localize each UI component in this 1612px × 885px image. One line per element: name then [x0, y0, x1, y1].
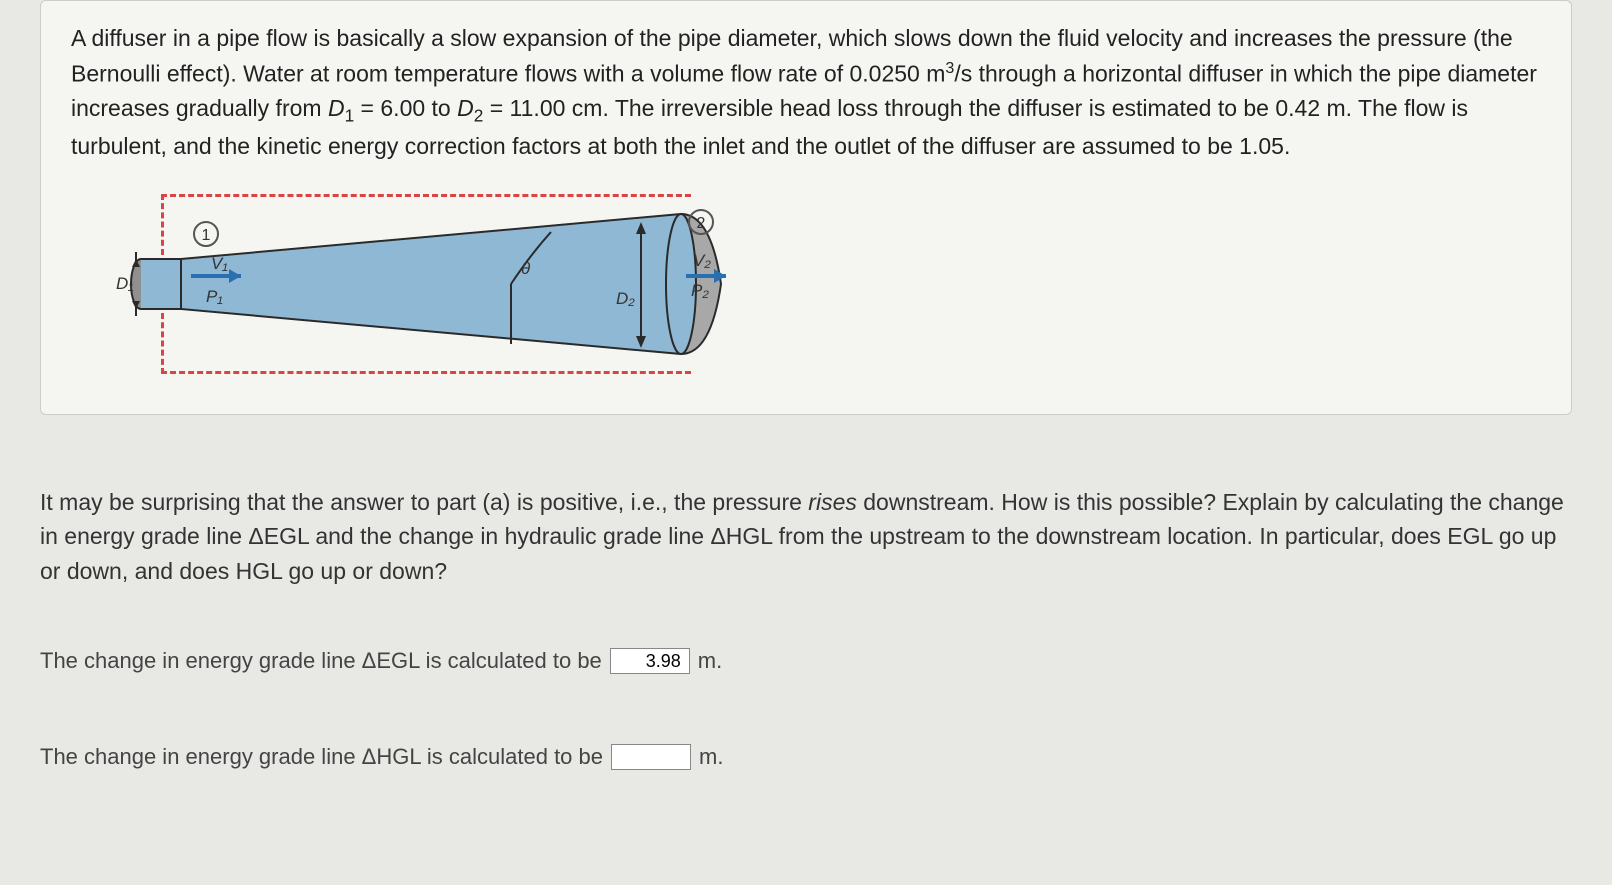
v2-label: V₂	[693, 251, 711, 270]
followup-section: It may be surprising that the answer to …	[0, 455, 1612, 871]
marker-1-label: 1	[202, 227, 211, 244]
d1-label: D₁	[116, 274, 134, 293]
var-d2: D	[457, 95, 474, 121]
diffuser-svg: 1 2 D₁ V₁ P₁ θ D₂ V₂ P₂	[111, 184, 791, 384]
problem-text-3: = 6.00 to	[354, 95, 457, 121]
rises-word: rises	[808, 489, 857, 515]
sub-d2: 2	[474, 105, 484, 125]
explanation-text: It may be surprising that the answer to …	[40, 485, 1572, 589]
v1-label: V₁	[211, 254, 228, 273]
hgl-input[interactable]	[611, 744, 691, 770]
egl-answer-line: The change in energy grade line ΔEGL is …	[40, 648, 1572, 674]
egl-input[interactable]	[610, 648, 690, 674]
p1-label: P₁	[206, 287, 223, 306]
problem-statement: A diffuser in a pipe flow is basically a…	[71, 21, 1541, 164]
question-box: A diffuser in a pipe flow is basically a…	[40, 0, 1572, 415]
p2-label: P₂	[691, 281, 709, 300]
egl-unit: m.	[698, 648, 722, 674]
hgl-unit: m.	[699, 744, 723, 770]
d2-label: D₂	[616, 289, 635, 308]
var-d1: D	[328, 95, 345, 121]
egl-label: The change in energy grade line ΔEGL is …	[40, 648, 602, 674]
theta-label: θ	[521, 259, 531, 278]
explain-p1: It may be surprising that the answer to …	[40, 489, 808, 515]
marker-2-label: 2	[697, 215, 706, 232]
exponent-3: 3	[945, 59, 954, 77]
sub-d1: 1	[345, 105, 355, 125]
hgl-label: The change in energy grade line ΔHGL is …	[40, 744, 603, 770]
hgl-answer-line: The change in energy grade line ΔHGL is …	[40, 744, 1572, 770]
diffuser-diagram: 1 2 D₁ V₁ P₁ θ D₂ V₂ P₂	[111, 184, 731, 384]
